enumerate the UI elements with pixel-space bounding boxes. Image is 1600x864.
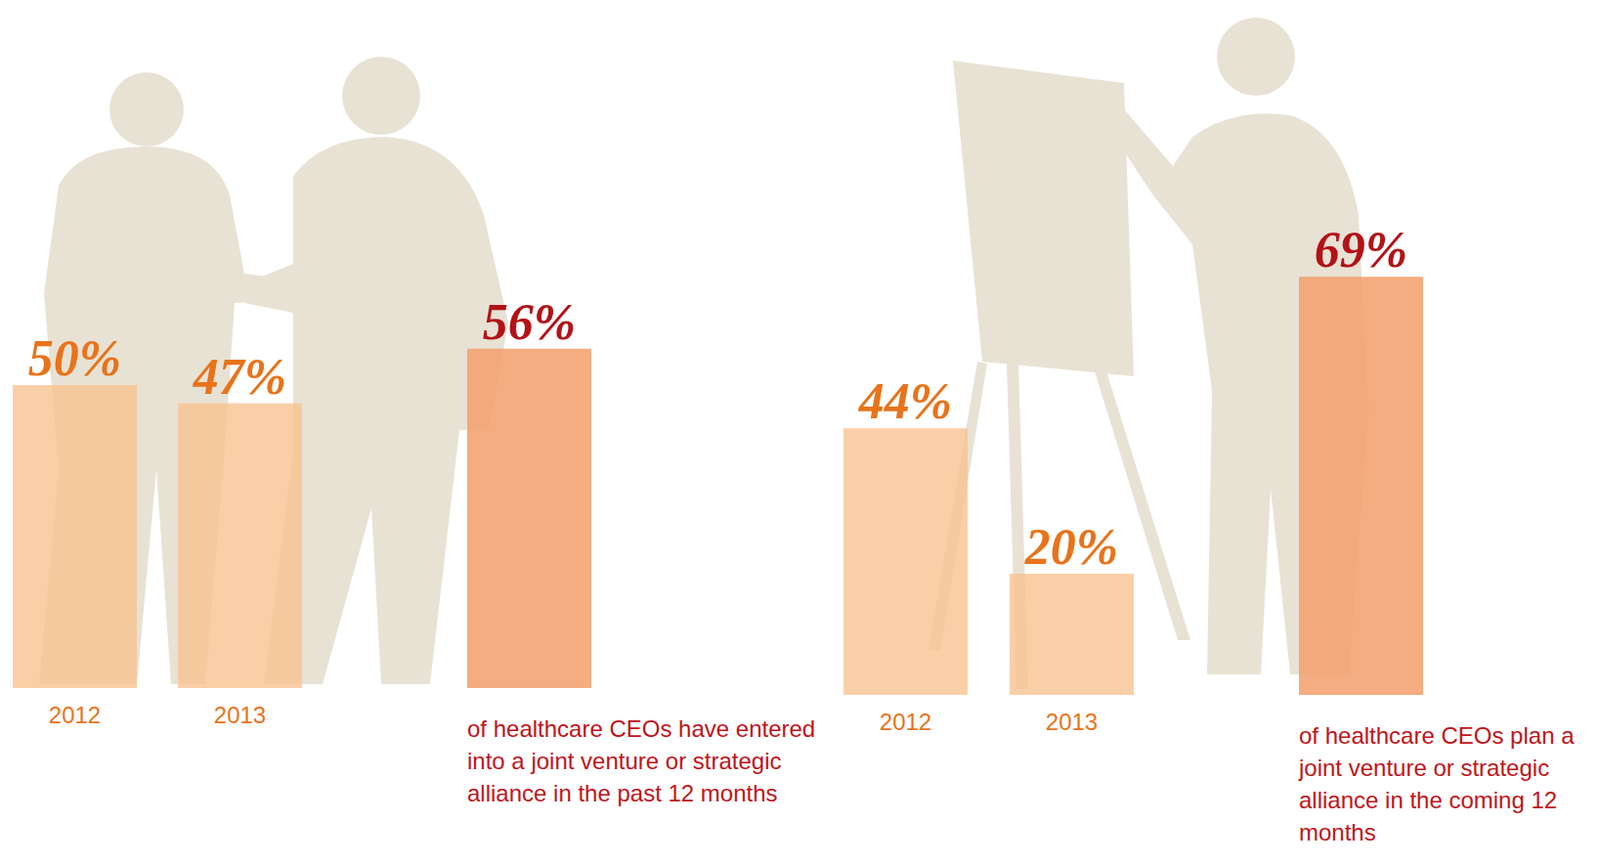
data-label: 20% — [1024, 518, 1119, 575]
silhouettes — [39, 17, 1369, 690]
annotation-line: alliance in the coming 12 — [1298, 786, 1557, 814]
silhouette-head — [109, 72, 184, 147]
bar — [843, 428, 968, 695]
data-label: 47% — [192, 348, 287, 405]
bars — [12, 348, 592, 689]
data-label: 69% — [1314, 221, 1408, 278]
bar — [1009, 573, 1134, 695]
bar — [177, 403, 303, 689]
category-label: 2012 — [879, 708, 932, 736]
bar — [1298, 276, 1424, 695]
annotation-line: months — [1298, 819, 1377, 846]
data-label: 50% — [28, 330, 122, 387]
canvas: 50% 2012 47% 2013 56% of healthcare CEOs have… — [0, 0, 1600, 864]
bars — [843, 276, 1424, 695]
bar — [12, 385, 137, 689]
data-label: 56% — [482, 294, 576, 350]
annotation: of healthcare CEOs have entered into a jo… — [467, 715, 816, 807]
annotation: of healthcare CEOs plan a joint venture o… — [1297, 722, 1575, 846]
annotation-line: of healthcare CEOs have entered — [467, 715, 816, 742]
silhouette-head — [1216, 17, 1296, 96]
category-label: 2013 — [1045, 708, 1098, 736]
annotation-line: alliance in the past 12 months — [467, 779, 779, 807]
silhouette-head — [342, 56, 421, 135]
annotation-line: of healthcare CEOs plan a — [1298, 722, 1575, 749]
category-label: 2013 — [214, 701, 266, 729]
annotation-line: into a joint venture or strategic — [467, 747, 782, 775]
data-label: 44% — [858, 373, 952, 430]
category-label: 2012 — [48, 701, 101, 729]
annotation-line: joint venture or strategic — [1297, 754, 1550, 781]
bar — [467, 348, 592, 689]
